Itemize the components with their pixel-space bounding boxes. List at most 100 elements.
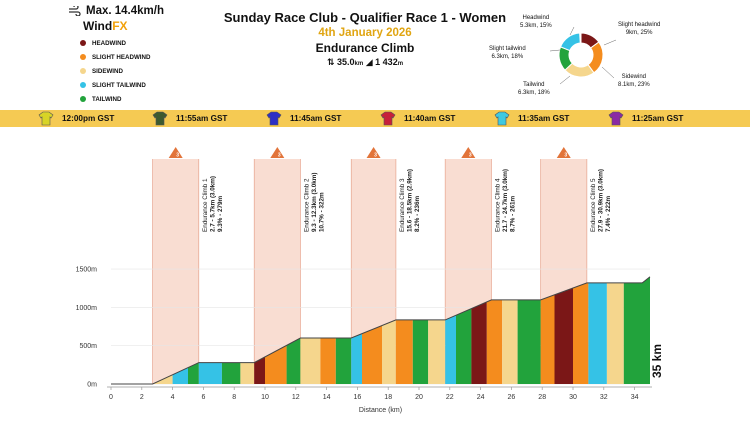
jersey-shape [608, 111, 624, 126]
wind-segment [517, 299, 541, 384]
climb-label: Endurance Climb 3 15.6 - 18.5km (2.9km) 8.… [399, 169, 421, 232]
donut-label-detail: 9km, 25% [625, 29, 653, 36]
windfx-logo: WindFX [83, 19, 178, 33]
wind-summary-donut: Headwind 5.3km, 15% Slight headwind 9km,… [478, 0, 750, 105]
wind-segment [221, 362, 241, 384]
climb-label: Endurance Climb 5 27.9 - 30.9km (3.0km) 7.… [590, 169, 612, 232]
donut-label-sidewind: Sidewind 8.1km, 23% [618, 74, 650, 89]
donut-leader [601, 66, 615, 79]
x-tick-label: 2 [140, 394, 144, 401]
climb-range: 27.9 - 30.9km (3.0km) [597, 169, 604, 232]
x-tick-label: 6 [201, 394, 205, 401]
jersey-shape [152, 111, 168, 126]
wind-segment [265, 345, 287, 384]
x-tick-label: 22 [446, 394, 454, 401]
wind-segment [172, 367, 188, 384]
climb-category-icon [556, 147, 571, 158]
logo-fx: FX [112, 19, 128, 33]
climb-category-number: 3 [278, 153, 281, 159]
title-block: Sunday Race Club - Qualifier Race 1 - Wo… [160, 10, 570, 68]
wind-segment [382, 319, 396, 384]
wind-segment [240, 362, 255, 384]
jersey-shape [380, 111, 396, 126]
climb-range: 9.3 - 12.3km (3.0km) [311, 172, 318, 232]
legend-item-headwind: HEADWIND [80, 36, 150, 50]
donut-label-slight-headwind: Slight headwind 9km, 25% [618, 22, 660, 37]
start-time: 12:00pm GST [62, 114, 115, 123]
start-times-band: 12:00pm GST 11:55am GST 11:45am GST 11:4… [0, 110, 750, 127]
donut-label-name: Slight tailwind [489, 46, 526, 52]
climb-category-number: 3 [176, 153, 179, 159]
logo-wind: Wind [83, 19, 113, 33]
donut-label-detail: 6.3km, 18% [518, 89, 550, 96]
y-tick-label: 0m [87, 382, 97, 389]
start-time: 11:40am GST [404, 114, 456, 123]
x-tick-label: 20 [415, 394, 423, 401]
legend-item-tailwind: TAILWIND [80, 92, 150, 106]
donut-leader [603, 39, 617, 46]
climb-range: 15.6 - 18.5km (2.9km) [406, 169, 413, 232]
wind-segment [623, 276, 650, 384]
legend-dot [80, 54, 86, 60]
x-tick-label: 12 [292, 394, 300, 401]
wind-segment [412, 319, 429, 384]
wind-segment [286, 338, 301, 384]
x-tick-label: 0 [109, 394, 113, 401]
wind-segment [456, 308, 472, 384]
wind-segment [152, 374, 173, 384]
y-tick-label: 500m [79, 343, 97, 350]
y-tick-label: 1000m [76, 305, 98, 312]
start-time: 11:55am GST [176, 114, 228, 123]
jersey-shape [266, 111, 282, 126]
race-title: Sunday Race Club - Qualifier Race 1 - Wo… [223, 10, 507, 25]
legend-item-sidewind: SIDEWIND [80, 64, 150, 78]
legend-item-slight-tailwind: SLIGHT TAILWIND [80, 78, 150, 92]
x-tick-label: 16 [354, 394, 362, 401]
jersey-icon [38, 111, 54, 126]
start-time: 11:35am GST [518, 114, 570, 123]
wind-segment [573, 282, 589, 384]
start-item: 11:40am GST [380, 110, 455, 127]
distance-icon: ⇅ [326, 57, 335, 67]
x-tick-label: 10 [261, 394, 269, 401]
donut-label-name: Tailwind [523, 82, 545, 88]
start-item: 11:45am GST [266, 110, 341, 127]
climb-category-icon [168, 147, 183, 158]
donut-label-headwind: Headwind 5.3km, 15% [520, 15, 552, 30]
climb-stats: 9.3% - 279m [217, 196, 224, 232]
climb-category-number: 3 [469, 153, 472, 159]
climb-stats: 8.7% - 261m [509, 196, 516, 232]
wind-segment [588, 282, 607, 384]
x-tick-label: 28 [538, 394, 546, 401]
x-tick-label: 34 [631, 394, 639, 401]
route-name: Endurance Climb [315, 41, 415, 55]
climb-category-icon [461, 147, 476, 158]
climb-stats: 7.4% - 222m [605, 196, 612, 232]
legend-label: TAILWIND [92, 95, 122, 103]
climb-stats: 8.2% - 236m [414, 196, 421, 232]
race-date: 4th January 2026 [318, 27, 412, 39]
brand: Max. 14.4km/h WindFX [68, 5, 178, 33]
start-item: 12:00pm GST [38, 110, 114, 127]
legend-label: HEADWIND [92, 39, 127, 47]
start-item: 11:25am GST [608, 110, 683, 127]
legend-dot [80, 68, 86, 74]
climb-category-icon [366, 147, 381, 158]
wind-icon [69, 6, 81, 16]
wind-segment [428, 319, 446, 384]
donut-label-name: Headwind [522, 15, 550, 21]
elevation-icon: ◢ [365, 57, 373, 67]
wind-segment [320, 338, 336, 384]
climb-label: Endurance Climb 2 9.3 - 12.3km (3.0km) 10.… [303, 172, 325, 232]
start-item: 11:35am GST [494, 110, 569, 127]
jersey-shape [494, 111, 510, 126]
climb-name: Endurance Climb 2 [303, 178, 310, 232]
donut-label-detail: 5.3km, 15% [520, 22, 552, 29]
elevation-profile-line [111, 276, 651, 385]
jersey-icon [494, 111, 510, 126]
donut-label-name: Sidewind [621, 74, 647, 80]
route-elevation: 1 432 [375, 57, 398, 67]
wind-segment [471, 301, 487, 384]
jersey-icon [608, 111, 624, 126]
